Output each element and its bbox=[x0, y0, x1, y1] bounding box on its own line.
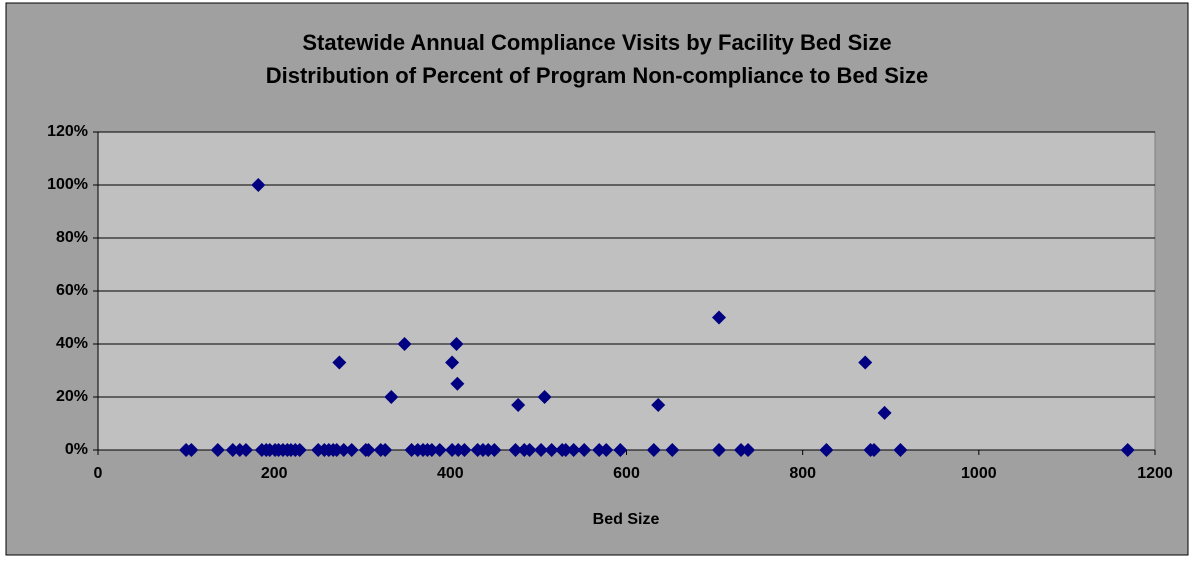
point bbox=[432, 443, 447, 457]
point bbox=[378, 443, 393, 457]
chart-subtitle: Distribution of Percent of Program Non-c… bbox=[266, 63, 929, 88]
x-tick-label: 800 bbox=[789, 465, 816, 482]
y-tick-label: 80% bbox=[56, 229, 88, 246]
point bbox=[450, 376, 465, 391]
y-tick-label: 0% bbox=[65, 441, 88, 458]
point bbox=[651, 397, 666, 412]
x-tick-label: 0 bbox=[94, 465, 103, 482]
point bbox=[329, 443, 344, 457]
point bbox=[577, 443, 592, 457]
point bbox=[361, 443, 376, 457]
point bbox=[877, 405, 892, 420]
point bbox=[566, 443, 581, 457]
x-tick-label: 1000 bbox=[961, 465, 997, 482]
point bbox=[646, 443, 661, 457]
point bbox=[522, 443, 537, 457]
point bbox=[384, 390, 399, 404]
x-axis-label: Bed Size bbox=[593, 511, 660, 528]
point bbox=[487, 443, 502, 457]
x-tick-label: 1200 bbox=[1137, 465, 1173, 482]
point bbox=[665, 443, 680, 457]
y-tick-label: 120% bbox=[47, 123, 88, 140]
point bbox=[537, 390, 552, 404]
point bbox=[225, 443, 240, 457]
point bbox=[508, 443, 523, 457]
point bbox=[544, 443, 559, 457]
point bbox=[1120, 443, 1135, 457]
point bbox=[734, 443, 749, 457]
point bbox=[599, 443, 614, 457]
point bbox=[332, 355, 347, 370]
point bbox=[711, 443, 726, 457]
point bbox=[457, 443, 472, 457]
point bbox=[592, 443, 607, 457]
point bbox=[210, 443, 225, 457]
point bbox=[424, 443, 439, 457]
point bbox=[741, 443, 756, 457]
point bbox=[238, 443, 253, 457]
point bbox=[711, 310, 726, 325]
point bbox=[184, 443, 199, 457]
point bbox=[251, 178, 266, 192]
y-tick-label: 40% bbox=[56, 335, 88, 352]
x-tick-label: 200 bbox=[261, 465, 288, 482]
point bbox=[858, 355, 873, 370]
point bbox=[397, 337, 412, 351]
point bbox=[534, 443, 549, 457]
point bbox=[445, 355, 460, 370]
point bbox=[819, 443, 834, 457]
y-tick-label: 60% bbox=[56, 282, 88, 299]
point bbox=[558, 443, 573, 457]
point bbox=[292, 443, 307, 457]
y-tick-label: 20% bbox=[56, 388, 88, 405]
y-tick-label: 100% bbox=[47, 176, 88, 193]
x-tick-label: 400 bbox=[437, 465, 464, 482]
point bbox=[344, 443, 359, 457]
x-tick-label: 600 bbox=[613, 465, 640, 482]
chart-title: Statewide Annual Compliance Visits by Fa… bbox=[302, 30, 891, 55]
point bbox=[893, 443, 908, 457]
point bbox=[449, 337, 464, 351]
point bbox=[613, 443, 628, 457]
point bbox=[511, 397, 526, 412]
point bbox=[867, 443, 882, 457]
point bbox=[336, 443, 351, 457]
